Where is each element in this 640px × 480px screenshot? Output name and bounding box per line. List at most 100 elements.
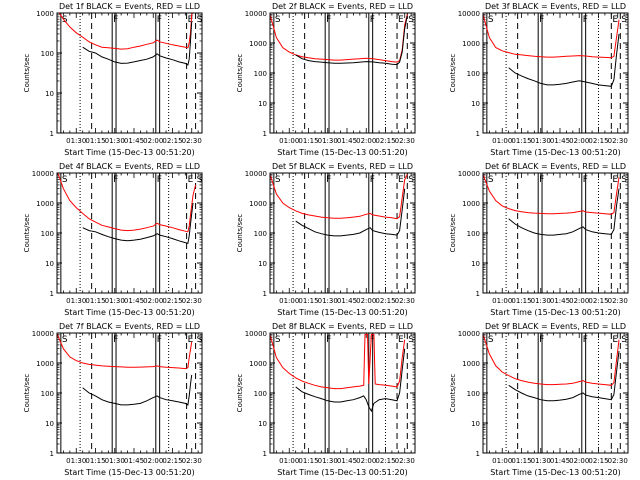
y-axis-label: Counts/sec xyxy=(23,214,31,253)
y-tick-label: 10 xyxy=(45,420,54,428)
panel-series-group xyxy=(483,334,620,402)
series-line-lld xyxy=(483,174,620,215)
x-tick-label: 01:45 xyxy=(550,457,570,465)
y-tick-label: 10000 xyxy=(32,170,54,178)
x-tick-label: 01:15 xyxy=(298,297,318,305)
y-tick-label: 100 xyxy=(254,230,267,238)
x-tick-label: 02:15 xyxy=(375,137,395,145)
y-tick-label: 10 xyxy=(471,260,480,268)
x-tick-label: 02:00 xyxy=(143,457,163,465)
series-line-lld xyxy=(58,13,194,50)
y-axis-label: Counts/sec xyxy=(236,214,244,253)
panel-title: Det 5f BLACK = Events, RED = LLD xyxy=(272,162,413,171)
x-tick-label: 02:30 xyxy=(608,137,628,145)
panel-title: Det 8f BLACK = Events, RED = LLD xyxy=(272,322,413,331)
marker-label: S xyxy=(488,175,494,185)
panel-series-group xyxy=(270,174,408,237)
series-line-events xyxy=(295,348,406,413)
marker-label: S xyxy=(197,175,203,185)
marker-label: E xyxy=(188,15,194,25)
y-tick-label: 10 xyxy=(471,420,480,428)
panel-series-group xyxy=(57,333,193,406)
detector-panel-9: Det 9f BLACK = Events, RED = LLD Counts/s… xyxy=(449,322,629,477)
panel-frame xyxy=(56,332,203,454)
x-tick-label: 01:15 xyxy=(511,297,531,305)
y-tick-label: 10 xyxy=(45,260,54,268)
x-tick-label: 01:00 xyxy=(279,137,299,145)
panel-title: Det 4f BLACK = Events, RED = LLD xyxy=(59,162,200,171)
y-axis-label: Counts/sec xyxy=(236,374,244,413)
panel-frame xyxy=(56,12,203,134)
detector-panel-8: Det 8f BLACK = Events, RED = LLD Counts/s… xyxy=(236,322,416,477)
panel-title: Det 9f BLACK = Events, RED = LLD xyxy=(485,322,626,331)
y-tick-label: 100 xyxy=(467,390,480,398)
series-line-events xyxy=(508,33,620,87)
marker-label: S xyxy=(408,15,414,25)
x-tick-label: 02:30 xyxy=(608,457,628,465)
y-tick-label: 100 xyxy=(41,390,54,398)
detector-panel-1: Det 1f BLACK = Events, RED = LLD Counts/s… xyxy=(23,2,203,157)
marker-label: S xyxy=(408,335,414,345)
panel-frame xyxy=(482,12,629,134)
y-tick-label: 1000 xyxy=(249,200,267,208)
x-tick-label: 02:30 xyxy=(182,137,202,145)
y-axis-label: Counts/sec xyxy=(449,374,457,413)
y-tick-label: 1 xyxy=(50,290,54,298)
y-tick-label: 1000 xyxy=(462,200,480,208)
x-tick-label: 01:30 xyxy=(66,297,86,305)
y-tick-label: 10000 xyxy=(245,170,267,178)
series-line-lld xyxy=(270,174,408,220)
marker-label: S xyxy=(621,15,627,25)
marker-label: S xyxy=(275,15,281,25)
y-axis-label: Counts/sec xyxy=(23,374,31,413)
y-tick-label: 10000 xyxy=(458,330,480,338)
x-axis-label: Start Time (15-Dec-13 00:51:20) xyxy=(277,148,408,157)
x-tick-label: 01:15 xyxy=(85,297,105,305)
panel-title: Det 6f BLACK = Events, RED = LLD xyxy=(485,162,626,171)
y-tick-label: 1000 xyxy=(36,360,54,368)
x-tick-label: 01:30 xyxy=(531,137,551,145)
y-tick-label: 10000 xyxy=(32,330,54,338)
marker-label: E xyxy=(612,15,618,25)
x-tick-label: 02:30 xyxy=(608,297,628,305)
y-tick-label: 100 xyxy=(467,230,480,238)
series-line-lld xyxy=(57,333,193,370)
x-tick-label: 01:00 xyxy=(279,297,299,305)
marker-label: E xyxy=(188,335,194,345)
x-tick-label: 01:45 xyxy=(337,137,357,145)
y-tick-label: 10000 xyxy=(458,170,480,178)
x-tick-label: 02:30 xyxy=(395,297,415,305)
x-axis-label: Start Time (15-Dec-13 00:51:20) xyxy=(277,308,408,317)
marker-label: S xyxy=(621,335,627,345)
panel-frame xyxy=(269,12,416,134)
x-tick-label: 01:30 xyxy=(105,137,125,145)
x-tick-label: 01:30 xyxy=(318,457,338,465)
x-tick-label: 01:30 xyxy=(531,457,551,465)
x-tick-label: 02:15 xyxy=(588,137,608,145)
y-tick-label: 1 xyxy=(263,130,267,138)
x-tick-label: 01:15 xyxy=(298,137,318,145)
x-tick-label: 01:45 xyxy=(337,457,357,465)
x-tick-label: 02:00 xyxy=(356,297,376,305)
y-tick-label: 1000 xyxy=(462,360,480,368)
x-tick-label: 02:15 xyxy=(375,457,395,465)
y-tick-label: 1000 xyxy=(36,10,54,18)
y-axis-label: Counts/sec xyxy=(449,54,457,93)
x-tick-label: 01:45 xyxy=(550,297,570,305)
series-line-events xyxy=(82,202,194,245)
y-tick-label: 100 xyxy=(254,390,267,398)
x-tick-label: 02:30 xyxy=(395,457,415,465)
y-tick-label: 1000 xyxy=(249,40,267,48)
marker-label: S xyxy=(62,335,68,345)
detector-panel-7: Det 7f BLACK = Events, RED = LLD Counts/s… xyxy=(23,322,203,477)
x-tick-label: 02:00 xyxy=(143,137,163,145)
x-tick-label: 01:45 xyxy=(337,297,357,305)
x-tick-label: 01:15 xyxy=(85,137,105,145)
x-tick-label: 01:30 xyxy=(66,137,86,145)
marker-label: S xyxy=(197,335,203,345)
x-tick-label: 01:15 xyxy=(298,457,318,465)
marker-label: E xyxy=(398,335,404,345)
y-tick-label: 1000 xyxy=(249,360,267,368)
x-tick-label: 02:15 xyxy=(162,297,182,305)
